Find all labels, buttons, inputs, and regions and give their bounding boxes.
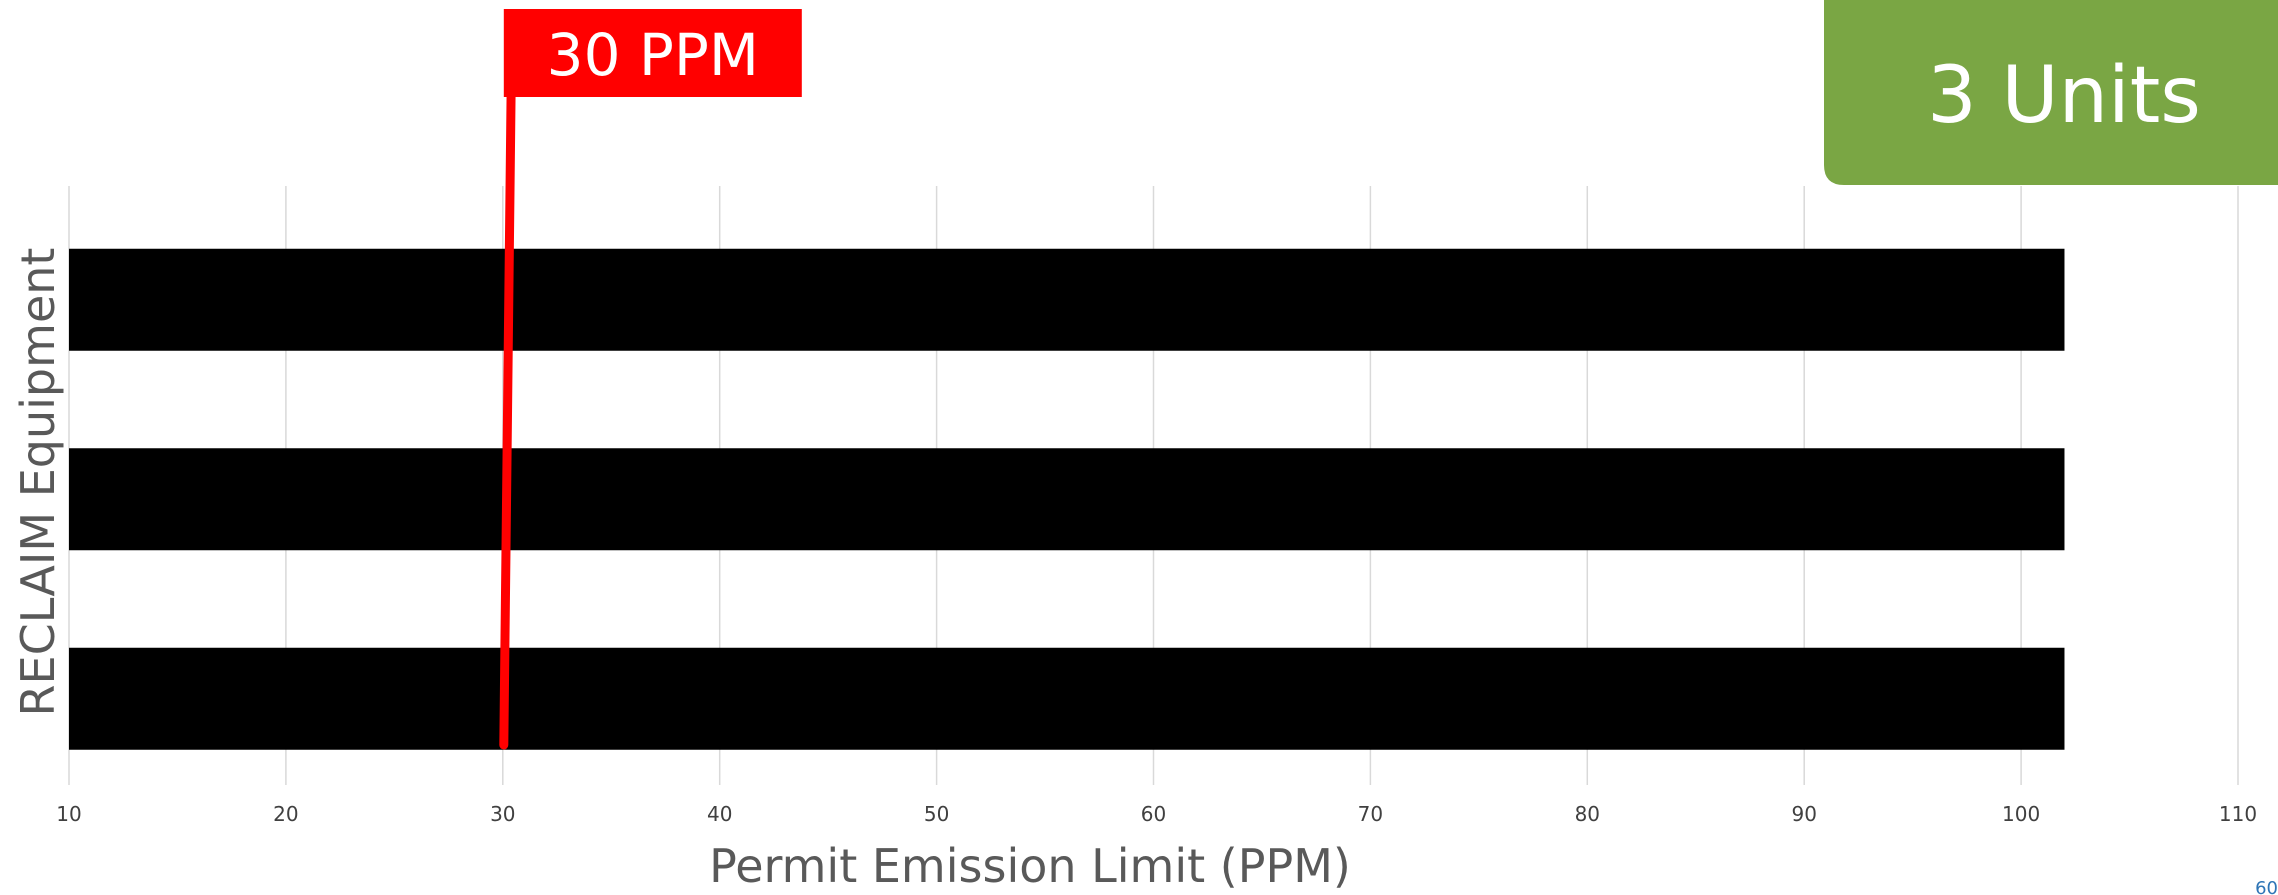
x-axis-title: Permit Emission Limit (PPM) bbox=[709, 839, 1351, 893]
bar bbox=[69, 647, 2065, 750]
bar bbox=[69, 448, 2065, 551]
bar bbox=[69, 248, 2065, 351]
x-tick-label: 90 bbox=[1791, 802, 1816, 826]
x-tick-label: 110 bbox=[2219, 802, 2257, 826]
y-axis-title: RECLAIM Equipment bbox=[11, 248, 65, 717]
x-tick-label: 30 bbox=[490, 802, 515, 826]
x-tick-label: 60 bbox=[1141, 802, 1166, 826]
threshold-line bbox=[499, 25, 517, 750]
units-badge-label: 3 Units bbox=[1927, 51, 2201, 141]
threshold-marker: 30 PPM bbox=[499, 9, 802, 750]
threshold-flag-label: 30 PPM bbox=[547, 21, 759, 89]
units-badge: 3 Units bbox=[1824, 0, 2278, 185]
x-tick-label: 10 bbox=[56, 802, 81, 826]
units-badge-background bbox=[1824, 0, 2278, 185]
bars bbox=[69, 248, 2065, 750]
x-tick-label: 100 bbox=[2002, 802, 2040, 826]
x-tick-labels: 10 20 30 40 50 60 70 80 90 100 110 bbox=[56, 802, 2257, 826]
x-tick-label: 20 bbox=[273, 802, 298, 826]
x-tick-label: 40 bbox=[707, 802, 732, 826]
x-tick-label: 50 bbox=[924, 802, 949, 826]
x-tick-label: 80 bbox=[1575, 802, 1600, 826]
threshold-flag bbox=[503, 9, 802, 97]
x-tick-label: 70 bbox=[1358, 802, 1383, 826]
page-number: 60 bbox=[2255, 878, 2278, 895]
